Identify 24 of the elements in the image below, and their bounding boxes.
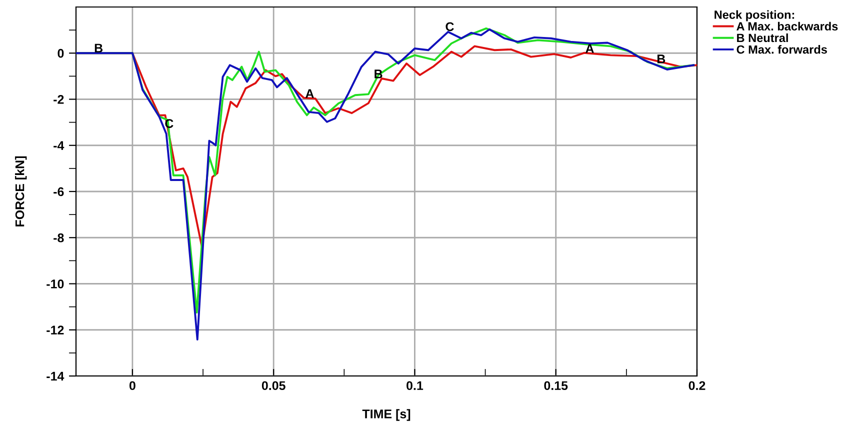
x-tick-label: 0.05 (262, 381, 286, 390)
annotation: A (586, 44, 594, 53)
y-axis-title: FORCE [kN] (15, 156, 27, 226)
x-tick-label: 0 (129, 381, 136, 390)
legend-label: A Max. backwards (736, 22, 838, 31)
y-tick-label: -14 (46, 372, 64, 381)
annotation: A (306, 89, 314, 98)
y-tick-label: -8 (54, 233, 64, 242)
y-tick-label: -2 (54, 95, 64, 104)
y-tick-label: -6 (54, 187, 64, 196)
x-tick-label: 0.2 (688, 381, 706, 390)
legend-title: Neck position: (714, 10, 794, 22)
annotation: C (446, 22, 454, 32)
y-tick-label: 0 (58, 48, 64, 58)
y-tick-label: -4 (54, 141, 64, 150)
y-tick-label: -10 (46, 280, 64, 288)
annotation: B (657, 54, 666, 64)
legend-label: B Neutral (737, 33, 788, 42)
x-axis-title: TIME [s] (362, 409, 410, 421)
x-tick-label: 0.1 (406, 381, 424, 390)
legend-label: C Max. forwards (736, 45, 827, 54)
y-tick-label: -12 (46, 326, 64, 334)
annotation: B (94, 44, 103, 52)
x-tick-label: 0.15 (544, 381, 568, 390)
